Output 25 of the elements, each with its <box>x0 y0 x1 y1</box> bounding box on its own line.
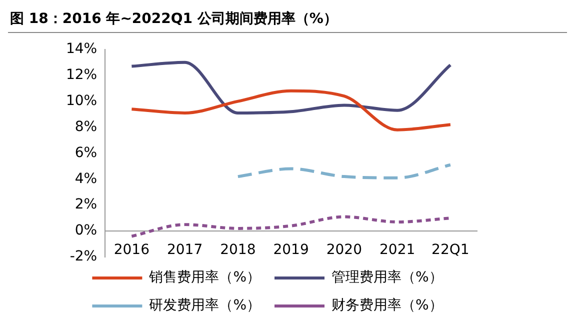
line-series <box>130 89 452 132</box>
y-tick-label: 4% <box>74 170 98 187</box>
x-tick-label: 2019 <box>273 242 309 258</box>
legend-label: 销售费用率（%） <box>148 270 261 286</box>
y-tick-label: 10% <box>66 92 98 109</box>
x-tick-label: 22Q1 <box>432 242 470 258</box>
chart-title: 图 18：2016 年~2022Q1 公司期间费用率（%） <box>8 8 567 33</box>
y-tick-label: 0% <box>74 222 98 239</box>
x-tick-label: 2021 <box>379 242 416 258</box>
line-series <box>130 60 452 114</box>
legend-label: 研发费用率（%） <box>149 298 261 314</box>
y-tick-label: 14% <box>66 41 98 58</box>
x-tick-label: 2016 <box>114 242 150 258</box>
legend-label: 财务费用率（%） <box>332 298 443 314</box>
x-tick-label: 2018 <box>220 242 256 258</box>
x-tick-label: 2017 <box>166 242 203 258</box>
y-tick-label: 12% <box>66 66 98 83</box>
y-tick-label: 8% <box>74 118 98 135</box>
line-series <box>236 163 452 180</box>
line-series <box>130 215 452 238</box>
y-tick-label: 6% <box>74 144 98 161</box>
y-tick-label: 2% <box>74 196 98 213</box>
y-tick-label: -2% <box>70 248 98 265</box>
legend-label: 管理费用率（%） <box>332 270 443 286</box>
x-tick-label: 2020 <box>326 242 362 258</box>
